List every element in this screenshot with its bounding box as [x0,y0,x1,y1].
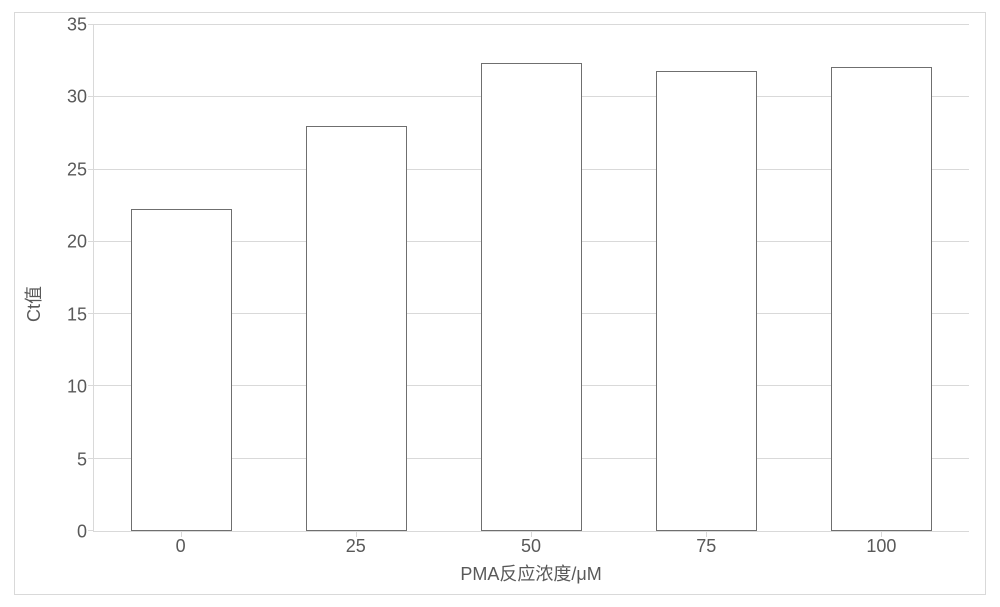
bar-slot [269,25,444,531]
x-axis-label: PMA反应浓度/μM [93,560,969,594]
bar [131,209,233,531]
x-tick-mark [531,531,532,537]
bar-slot [94,25,269,531]
bar [831,67,933,531]
x-tick-mark [881,531,882,537]
y-tick-label: 35 [67,15,87,36]
bar [306,126,408,531]
plot-area [93,25,969,532]
x-tick-mark [181,531,182,537]
bar-slot [794,25,969,531]
x-tick-mark [356,531,357,537]
bar [481,63,583,531]
x-tick-mark [706,531,707,537]
y-tick-label: 10 [67,377,87,398]
y-axis-label: Ct值 [20,286,46,322]
bar-slot [444,25,619,531]
bar-slot [619,25,794,531]
y-tick-label: 20 [67,232,87,253]
y-tick-label: 0 [77,522,87,543]
y-tick-labels: 05101520253035 [51,13,93,532]
bar [656,71,758,531]
y-tick-label: 15 [67,304,87,325]
y-tick-label: 25 [67,159,87,180]
chart-frame: Ct值 05101520253035 0255075100 PMA反应浓度/μM [14,12,986,595]
y-tick-label: 30 [67,87,87,108]
y-tick-label: 5 [77,449,87,470]
